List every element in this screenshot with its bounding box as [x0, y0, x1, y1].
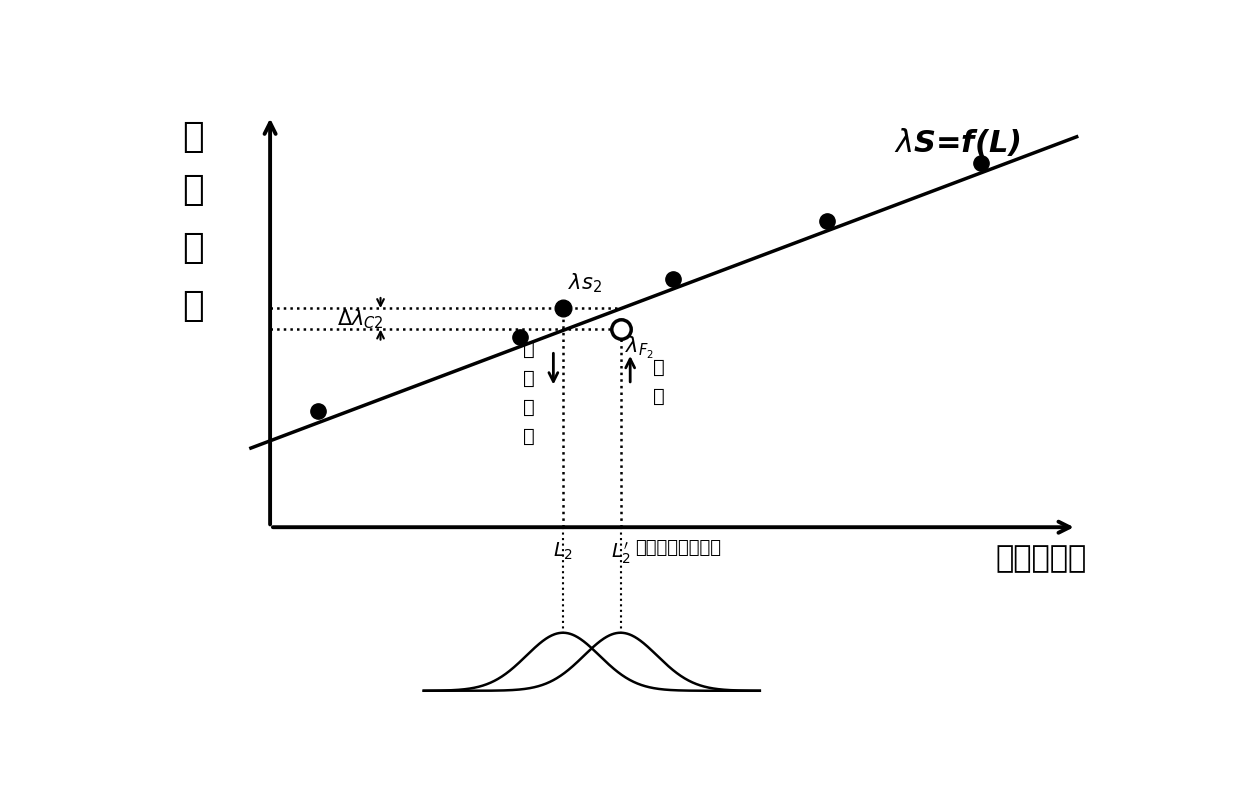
Text: 关: 关 — [524, 340, 535, 359]
Text: $\Delta\lambda_{C2}$: $\Delta\lambda_{C2}$ — [337, 307, 384, 331]
Text: $\lambda_{F_2}$: $\lambda_{F_2}$ — [626, 335, 654, 361]
Text: 系: 系 — [524, 369, 535, 388]
Text: $\lambda$S=f(L): $\lambda$S=f(L) — [895, 126, 1021, 158]
Text: 长: 长 — [182, 288, 204, 322]
Text: $L_2$: $L_2$ — [553, 541, 572, 562]
Text: （真实波长位置）: （真实波长位置） — [636, 539, 721, 557]
Text: 峰: 峰 — [653, 388, 665, 407]
Text: 准: 准 — [182, 173, 204, 206]
Text: 寻: 寻 — [653, 359, 665, 377]
Text: $L_2'$: $L_2'$ — [611, 541, 631, 566]
Text: 校: 校 — [182, 120, 204, 154]
Text: 波: 波 — [182, 231, 204, 265]
Text: $\lambda s_2$: $\lambda s_2$ — [567, 271, 602, 295]
Text: 转: 转 — [524, 398, 535, 417]
Text: 数字微镜列: 数字微镜列 — [995, 545, 1087, 574]
Text: 换: 换 — [524, 427, 535, 446]
